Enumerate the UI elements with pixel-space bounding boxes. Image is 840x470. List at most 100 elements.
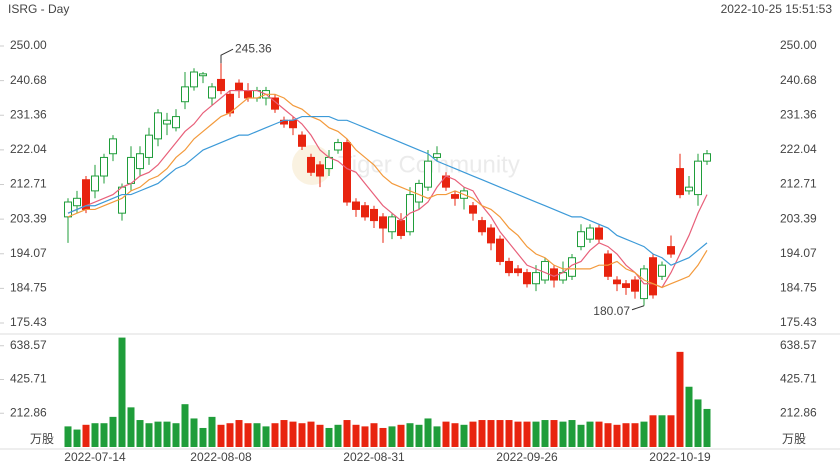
moving-average-line: [67, 89, 708, 289]
y-tick-label: 222.04: [10, 142, 47, 156]
candle-body: [415, 182, 423, 203]
volume-bar: [217, 424, 225, 447]
volume-bar: [100, 423, 108, 447]
volume-bar: [442, 421, 450, 447]
volume-bar: [163, 421, 171, 447]
y2-tick-label: 250.00: [780, 38, 817, 52]
candle-body: [469, 205, 477, 214]
max-annotation: 245.36: [235, 41, 272, 55]
volume-tick-label: 425.71: [10, 372, 47, 386]
volume-bar: [127, 407, 135, 447]
volume-bar: [280, 420, 288, 447]
candle-body: [244, 90, 252, 99]
volume-bar: [649, 415, 657, 447]
volume-unit-right: 万股: [782, 432, 806, 446]
volume-bar: [433, 426, 441, 447]
volume-bar: [595, 421, 603, 447]
candle-body: [235, 82, 243, 92]
x-tick-label: 2022-09-26: [496, 450, 558, 464]
volume-bar: [361, 426, 369, 447]
x-tick-label: 2022-08-08: [190, 450, 252, 464]
volume-bar: [550, 420, 558, 447]
candle-body: [172, 116, 180, 129]
candle-body: [91, 175, 99, 192]
candle-body: [451, 194, 459, 199]
candle-body: [199, 73, 207, 77]
volume-bar: [532, 421, 540, 447]
volume-bar: [145, 423, 153, 447]
volume-bar: [415, 424, 423, 447]
volume-bar: [316, 424, 324, 447]
y2-tick-label: 184.75: [780, 281, 817, 295]
candle-body: [613, 279, 621, 285]
volume-unit: 万股: [30, 432, 54, 446]
candle-body: [181, 86, 189, 103]
volume-bar: [199, 427, 207, 447]
x-tick-label: 2022-07-14: [64, 450, 126, 464]
volume-tick-label-right: 638.57: [780, 338, 817, 352]
volume-tick-label-right: 212.86: [780, 405, 817, 419]
volume-bar: [253, 423, 261, 447]
x-tick-label: 2022-08-31: [343, 450, 405, 464]
volume-bar: [631, 423, 639, 447]
candle-body: [271, 97, 279, 110]
volume-bar: [343, 420, 351, 447]
candle-body: [568, 257, 576, 277]
candle-body: [622, 283, 630, 288]
volume-bar: [496, 420, 504, 447]
candle-body: [514, 268, 522, 274]
y2-tick-label: 231.36: [780, 107, 817, 121]
volume-bar: [370, 423, 378, 447]
candle-body: [73, 197, 81, 207]
volume-bar: [604, 423, 612, 447]
y-tick-label: 203.39: [10, 211, 47, 225]
candle-body: [487, 227, 495, 244]
volume-bar: [109, 416, 117, 447]
volume-bar: [523, 421, 531, 447]
candle-body: [370, 208, 378, 222]
candle-body: [100, 156, 108, 177]
y-tick-label: 212.71: [10, 177, 47, 191]
volume-bar: [703, 408, 711, 447]
candle-body: [586, 227, 594, 240]
volume-bar: [577, 424, 585, 447]
volume-bar: [388, 426, 396, 447]
candle-body: [217, 78, 225, 92]
y-tick-label: 184.75: [10, 281, 47, 295]
volume-bar: [226, 423, 234, 447]
volume-bar: [208, 416, 216, 447]
volume-bar: [379, 427, 387, 447]
candle-body: [703, 153, 711, 162]
volume-bar: [235, 420, 243, 447]
candle-body: [595, 227, 603, 240]
volume-bar: [586, 421, 594, 447]
volume-bar: [271, 423, 279, 447]
candle-body: [64, 201, 72, 218]
candle-body: [658, 264, 666, 277]
candle-body: [118, 186, 126, 214]
moving-average-line: [67, 93, 708, 289]
volume-bar: [622, 423, 630, 447]
volume-bar: [298, 423, 306, 447]
candle-body: [325, 156, 333, 170]
volume-bar: [262, 426, 270, 447]
candle-body: [109, 138, 117, 155]
volume-bar: [559, 421, 567, 447]
y2-tick-label: 175.43: [780, 315, 817, 329]
volume-bar: [181, 404, 189, 447]
candle-body: [289, 119, 297, 129]
candle-body: [163, 119, 171, 125]
candle-body: [397, 220, 405, 236]
candle-body: [649, 257, 657, 296]
candle-body: [667, 246, 675, 255]
candle-body: [442, 175, 450, 188]
volume-bar: [514, 421, 522, 447]
y2-tick-label: 212.71: [780, 177, 817, 191]
candle-body: [541, 260, 549, 281]
volume-bar: [406, 423, 414, 447]
volume-bar: [451, 423, 459, 447]
candle-body: [496, 238, 504, 262]
moving-average-line: [67, 115, 708, 266]
